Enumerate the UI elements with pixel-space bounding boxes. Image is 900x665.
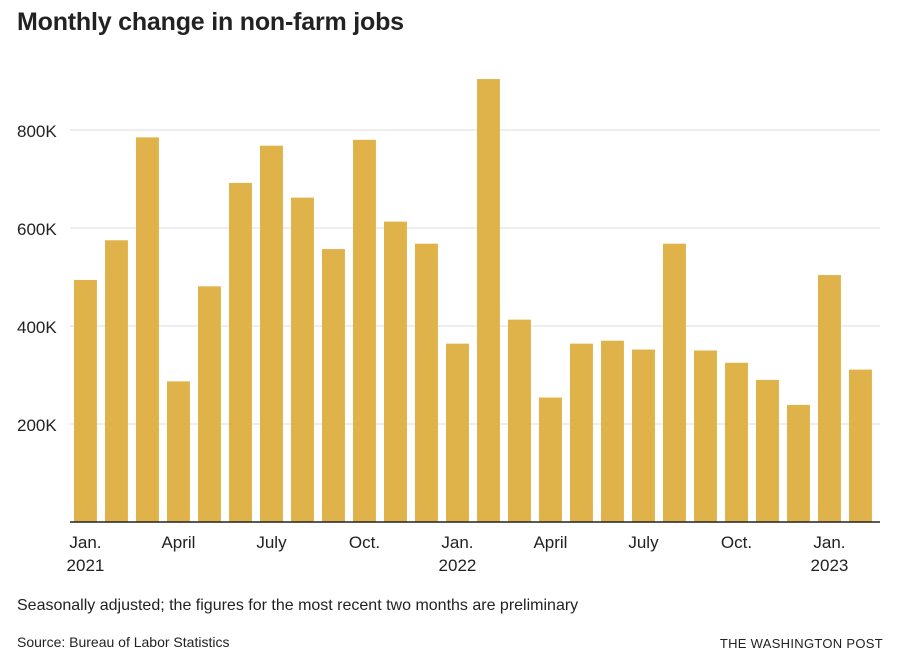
bar xyxy=(322,249,345,522)
bar xyxy=(632,349,655,522)
chart-note: Seasonally adjusted; the figures for the… xyxy=(17,597,579,614)
bar xyxy=(198,286,221,522)
bar xyxy=(570,343,593,522)
bar xyxy=(818,275,841,522)
y-tick-label: 800K xyxy=(17,122,57,141)
bar xyxy=(74,279,97,522)
bar xyxy=(849,369,872,522)
x-tick-label: Jan. xyxy=(69,533,101,552)
bar xyxy=(105,240,128,522)
x-tick-label: April xyxy=(533,533,567,552)
x-tick-label: Oct. xyxy=(721,533,752,552)
bar xyxy=(136,137,159,522)
chart-source: Source: Bureau of Labor Statistics xyxy=(17,634,230,650)
bar xyxy=(508,319,531,522)
bar xyxy=(353,139,376,523)
bar xyxy=(663,243,686,522)
bar xyxy=(229,182,252,523)
bar xyxy=(415,243,438,522)
x-tick-label: 2021 xyxy=(67,556,105,575)
bar xyxy=(787,404,810,522)
x-tick-label: 2023 xyxy=(811,556,849,575)
bar xyxy=(601,340,624,522)
bar-chart: 200K 400K 600K 800K Jan. 2021 April July Oct. Jan… xyxy=(17,79,880,575)
x-tick-label: 2022 xyxy=(439,556,477,575)
bar xyxy=(384,221,407,522)
x-tick-label: Jan. xyxy=(441,533,473,552)
chart-title: Monthly change in non-farm jobs xyxy=(17,8,404,36)
bar xyxy=(694,350,717,522)
bar xyxy=(477,79,500,522)
bar xyxy=(291,197,314,522)
bar xyxy=(756,379,779,522)
x-tick-label: July xyxy=(256,533,287,552)
y-tick-label: 200K xyxy=(17,416,57,435)
bar xyxy=(260,145,283,522)
y-tick-label: 600K xyxy=(17,220,57,239)
x-tick-label: Jan. xyxy=(813,533,845,552)
x-tick-label: July xyxy=(628,533,659,552)
publisher-credit: THE WASHINGTON POST xyxy=(719,636,883,651)
x-tick-label: Oct. xyxy=(349,533,380,552)
bar xyxy=(167,381,190,522)
bar xyxy=(446,343,469,522)
x-tick-label: April xyxy=(161,533,195,552)
bar xyxy=(725,362,748,522)
y-tick-label: 400K xyxy=(17,318,57,337)
bar xyxy=(539,397,562,522)
